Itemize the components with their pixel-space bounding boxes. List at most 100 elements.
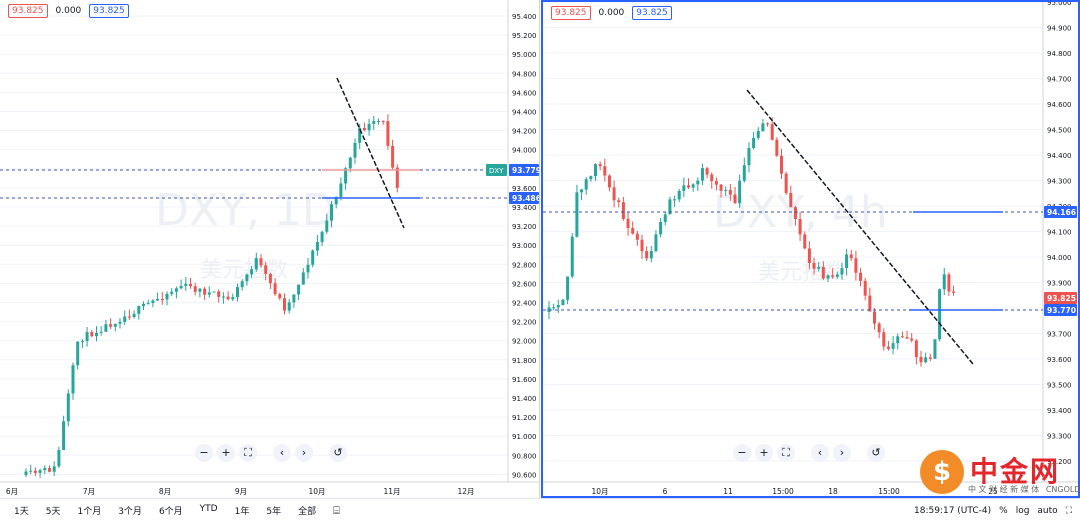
candle-up	[584, 176, 588, 195]
ohlc-legend: 93.825 0.000 93.825	[551, 6, 672, 20]
candle-down	[273, 278, 277, 296]
log-scale-button[interactable]: log	[1015, 506, 1030, 516]
y-tick-label: 91.400	[512, 395, 537, 403]
candle-up	[66, 389, 70, 427]
candle-up	[724, 186, 728, 196]
y-tick-label: 90.600	[512, 471, 537, 479]
zoom-out-button[interactable]: −	[733, 444, 751, 462]
candle-up	[174, 286, 178, 299]
fullscreen-icon[interactable]: ⛶	[1065, 506, 1072, 516]
y-tick-label: 93.200	[1047, 458, 1072, 466]
candle-up	[845, 248, 849, 276]
y-tick-label: 93.700	[1047, 331, 1072, 339]
timeframe-all[interactable]: 全部	[298, 506, 317, 517]
close-value: 93.825	[89, 4, 129, 18]
y-tick-label: 92.000	[512, 338, 537, 346]
x-tick-label: 15:00	[772, 487, 794, 496]
timeframe-6m[interactable]: 6个月	[158, 506, 183, 517]
candle-up	[339, 177, 343, 201]
reset-scale-button[interactable]: ⛶	[777, 444, 795, 462]
timeframe-ytd[interactable]: YTD	[199, 503, 218, 514]
ohlc-legend: 93.825 0.000 93.825	[8, 4, 129, 18]
candle-up	[207, 286, 211, 298]
zoom-in-button[interactable]: +	[217, 444, 235, 462]
price-tag-value: 93.486	[512, 194, 540, 203]
candle-up	[250, 265, 254, 279]
scroll-left-button[interactable]: ‹	[273, 444, 291, 462]
candle-down	[780, 148, 783, 179]
x-tick-label: 10月	[591, 487, 608, 496]
open-value: 93.825	[8, 4, 48, 18]
x-tick-label: 9月	[235, 487, 247, 496]
calendar-range-icon[interactable]: ⌸	[333, 503, 340, 517]
candle-up	[556, 299, 560, 313]
candle-up	[156, 292, 160, 302]
candle-down	[598, 161, 602, 171]
reset-chart-button[interactable]: ↺	[867, 444, 885, 462]
candle-up	[118, 318, 122, 329]
reset-scale-button[interactable]: ⛶	[239, 444, 257, 462]
chart-pane-4h[interactable]: 95.000 94.900 94.800 94.700 94.600 94.500 94.4…	[541, 0, 1080, 498]
percent-scale-button[interactable]: %	[999, 506, 1008, 516]
candle-up	[113, 323, 117, 332]
x-tick-label: 7月	[83, 487, 95, 496]
candle-up	[297, 284, 301, 300]
price-tag	[1044, 206, 1077, 218]
candle-down	[798, 211, 802, 241]
candle-down	[831, 268, 835, 279]
candle-up	[306, 257, 310, 279]
candle-down	[803, 231, 807, 250]
y-tick-label: 94.200	[512, 128, 537, 136]
candle-down	[784, 171, 788, 195]
y-tick-label: 94.400	[512, 109, 537, 117]
candle-down	[278, 292, 282, 301]
timeframe-1d[interactable]: 1天	[14, 506, 29, 517]
price-tag-value: 93.779	[512, 166, 540, 175]
candle-down	[928, 353, 932, 362]
candle-down	[645, 246, 649, 261]
timeframe-1y[interactable]: 1年	[234, 506, 250, 517]
candle-down	[733, 186, 737, 204]
candle-down	[914, 339, 918, 365]
y-tick-label: 94.600	[1047, 101, 1072, 109]
scroll-right-button[interactable]: ›	[295, 444, 313, 462]
candle-up	[165, 291, 169, 306]
candle-up	[301, 268, 305, 285]
y-tick-label: 93.200	[512, 223, 537, 231]
timeframe-5y[interactable]: 5年	[266, 506, 282, 517]
timeframe-5d[interactable]: 5天	[45, 506, 61, 517]
chart-navigation: − + ⛶ ‹ › ↺	[733, 444, 885, 462]
candle-up	[738, 174, 742, 208]
candle-down	[868, 287, 872, 312]
candle-up	[99, 326, 103, 336]
candle-down	[90, 330, 94, 338]
candle-down	[919, 350, 923, 367]
timeframe-1m[interactable]: 1个月	[77, 506, 102, 517]
candle-down	[621, 196, 625, 221]
chart-navigation: − + ⛶ ‹ › ↺	[195, 444, 347, 462]
candle-up	[137, 305, 141, 320]
daily-chart-svg[interactable]: 95.400 95.200 95.000 94.800 94.600 94.400 94.2…	[0, 0, 540, 498]
candle-down	[640, 234, 644, 259]
y-tick-label: 93.600	[512, 185, 537, 193]
four-hour-chart-svg[interactable]: 95.000 94.900 94.800 94.700 94.600 94.500 94.4…	[543, 2, 1078, 496]
candle-down	[109, 318, 113, 330]
y-tick-label: 93.900	[1047, 280, 1072, 288]
zoom-in-button[interactable]: +	[755, 444, 773, 462]
y-tick-label: 91.000	[512, 433, 537, 441]
y-tick-label: 95.400	[512, 13, 537, 21]
clock-readout: 18:59:17 (UTC-4)	[914, 506, 992, 516]
zoom-out-button[interactable]: −	[195, 444, 213, 462]
candle-down	[705, 166, 709, 179]
chart-pane-daily[interactable]: 95.400 95.200 95.000 94.800 94.600 94.400 94.2…	[0, 0, 540, 498]
timeframe-3m[interactable]: 3个月	[118, 506, 142, 517]
candle-down	[33, 467, 37, 477]
candle-up	[95, 326, 98, 342]
candle-down	[391, 139, 395, 171]
candle-down	[947, 272, 951, 296]
candle-down	[812, 257, 816, 275]
scroll-right-button[interactable]: ›	[833, 444, 851, 462]
scroll-left-button[interactable]: ‹	[811, 444, 829, 462]
auto-scale-button[interactable]: auto	[1037, 506, 1058, 516]
reset-chart-button[interactable]: ↺	[329, 444, 347, 462]
